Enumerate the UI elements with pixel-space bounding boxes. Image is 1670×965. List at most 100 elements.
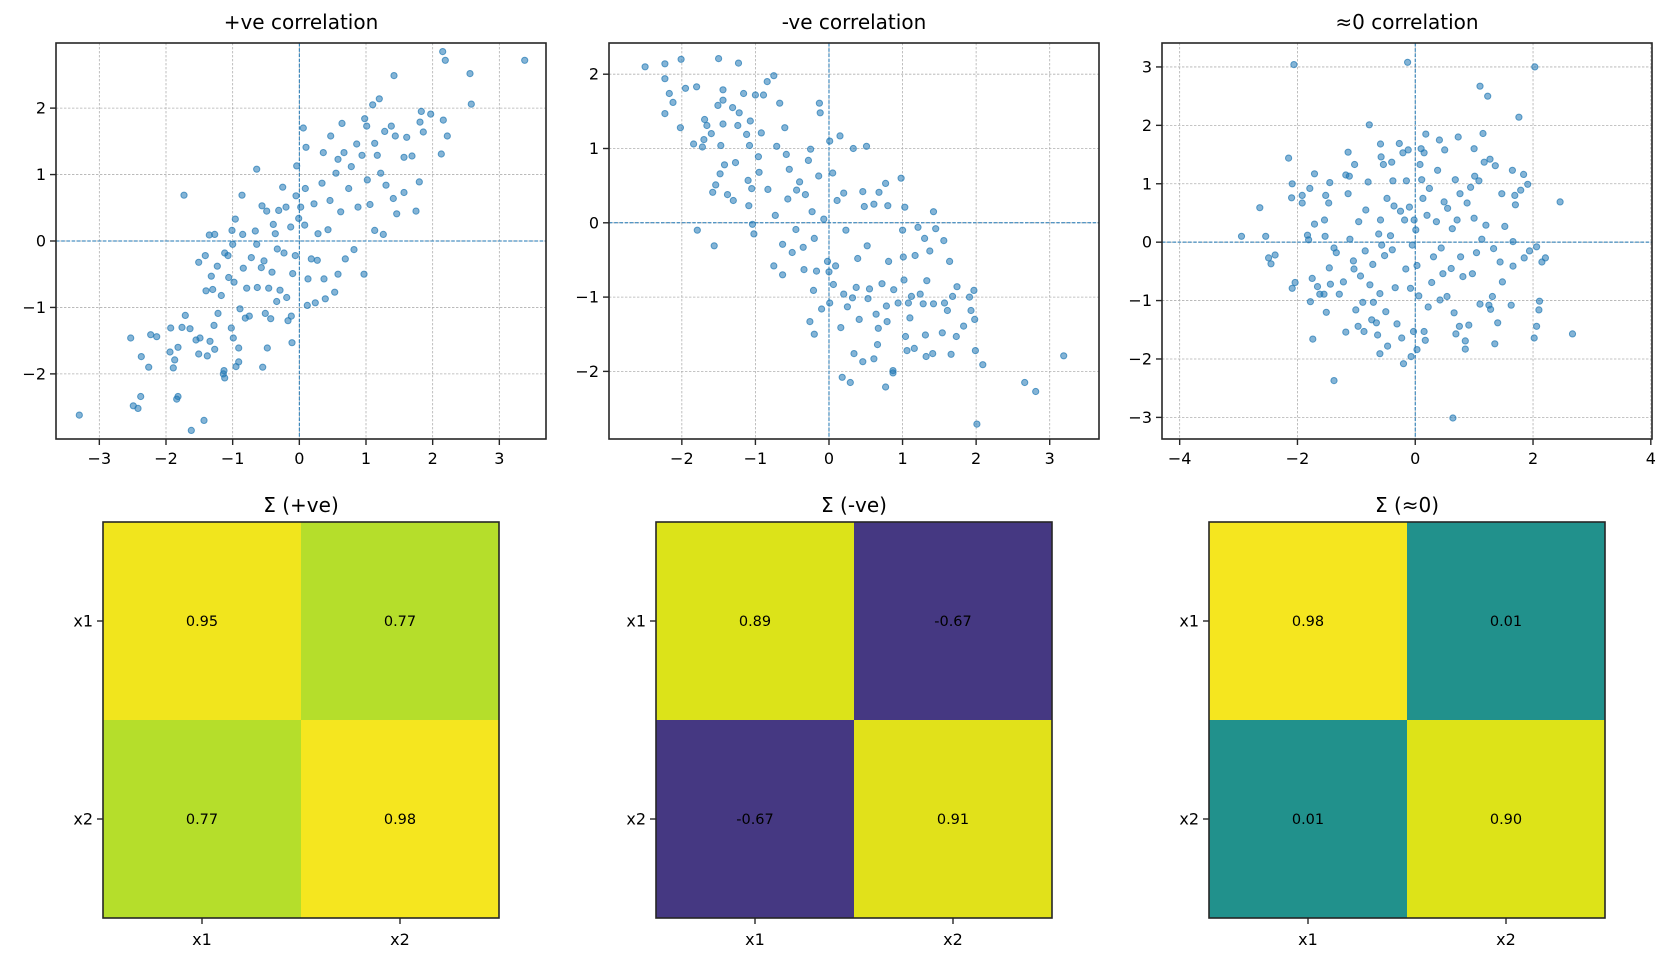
scatter-point bbox=[1476, 300, 1484, 308]
scatter-point bbox=[211, 345, 219, 353]
scatter-point bbox=[1306, 184, 1314, 192]
heatmap-cell bbox=[656, 720, 855, 919]
scatter-point bbox=[1424, 303, 1432, 311]
scatter-point bbox=[743, 130, 751, 138]
scatter-point bbox=[225, 273, 233, 282]
scatter-point bbox=[337, 208, 345, 216]
scatter-point bbox=[784, 195, 792, 203]
scatter-point bbox=[745, 202, 753, 210]
y-tick-label: 1 bbox=[1142, 174, 1152, 193]
scatter-point bbox=[1390, 202, 1398, 210]
scatter-point bbox=[196, 334, 204, 342]
scatter-point bbox=[267, 315, 275, 323]
scatter-point bbox=[393, 210, 401, 218]
heatmap-panel-2: Σ (-ve) 0.89 -0.67 -0.67 0.91 x1 x2 x1 x2 bbox=[626, 493, 1053, 949]
scatter-point bbox=[690, 140, 698, 148]
scatter-point bbox=[1256, 204, 1264, 212]
y-tick-label: −2 bbox=[1128, 349, 1152, 368]
scatter-point bbox=[698, 143, 707, 151]
scatter-point bbox=[1470, 214, 1478, 222]
scatter-point bbox=[1535, 306, 1543, 314]
scatter-point bbox=[1359, 298, 1367, 306]
scatter-point bbox=[745, 141, 754, 150]
x-tick-label: 0 bbox=[294, 449, 304, 468]
scatter-point bbox=[1568, 330, 1577, 338]
scatter-point bbox=[1511, 191, 1519, 199]
heatmap-cell bbox=[301, 522, 500, 721]
scatter-point bbox=[211, 230, 219, 238]
scatter-point bbox=[1525, 247, 1534, 255]
scatter-point bbox=[800, 266, 808, 274]
scatter-point bbox=[282, 203, 290, 211]
scatter-point bbox=[283, 293, 291, 302]
scatter-point bbox=[1376, 290, 1384, 298]
scatter-point bbox=[1391, 284, 1399, 292]
scatter-point bbox=[263, 344, 271, 352]
scatter-point bbox=[1448, 225, 1456, 233]
scatter-point bbox=[1344, 148, 1352, 156]
scatter-point bbox=[1365, 121, 1373, 129]
scatter-point bbox=[870, 355, 878, 363]
scatter-point bbox=[703, 121, 711, 130]
scatter-point bbox=[965, 293, 974, 301]
scatter-point bbox=[1322, 191, 1330, 199]
scatter-point bbox=[314, 230, 322, 238]
scatter-point bbox=[929, 350, 937, 358]
scatter-point bbox=[792, 225, 800, 234]
axes-frame bbox=[55, 42, 547, 440]
scatter-point bbox=[439, 116, 447, 124]
scatter-point bbox=[740, 89, 748, 98]
scatter-point bbox=[903, 347, 911, 355]
scatter-point bbox=[202, 287, 210, 295]
scatter-point bbox=[379, 230, 387, 238]
scatter-point bbox=[1457, 253, 1465, 261]
scatter-point bbox=[1339, 278, 1348, 286]
scatter-point bbox=[911, 251, 919, 260]
scatter-point bbox=[921, 234, 929, 242]
heatmap-cell bbox=[854, 720, 1053, 919]
scatter-point bbox=[210, 321, 218, 329]
scatter-point bbox=[1422, 130, 1430, 138]
scatter-point bbox=[899, 253, 907, 261]
scatter-point bbox=[145, 363, 153, 371]
scatter-point bbox=[1416, 160, 1424, 169]
scatter-point bbox=[1290, 61, 1298, 69]
scatter-point bbox=[855, 315, 863, 323]
scatter-point bbox=[181, 311, 189, 319]
scatter-point bbox=[796, 178, 804, 186]
scatter-point bbox=[245, 312, 253, 320]
scatter-point bbox=[134, 404, 142, 412]
scatter-point bbox=[829, 280, 838, 289]
scatter-point bbox=[207, 272, 215, 280]
scatter-point bbox=[1412, 226, 1420, 234]
scatter-point bbox=[757, 129, 765, 137]
scatter-point bbox=[1533, 243, 1541, 251]
scatter-point bbox=[1285, 154, 1293, 162]
scatter-point bbox=[665, 89, 673, 98]
scatter-point bbox=[1484, 92, 1492, 100]
scatter-point bbox=[1320, 216, 1329, 224]
scatter-point bbox=[1418, 176, 1426, 184]
scatter-point bbox=[366, 200, 374, 209]
scatter-point bbox=[809, 286, 818, 294]
scatter-point bbox=[347, 163, 355, 171]
axes-frame bbox=[1161, 42, 1653, 440]
scatter-point bbox=[843, 303, 852, 311]
scatter-point bbox=[334, 270, 342, 278]
scatter-point bbox=[1335, 290, 1343, 298]
scatter-point bbox=[419, 128, 427, 136]
scatter-point bbox=[1377, 153, 1385, 161]
x-tick-label: −2 bbox=[1286, 449, 1310, 468]
scatter-point bbox=[1439, 270, 1447, 278]
scatter-point bbox=[661, 110, 669, 118]
scatter-point bbox=[952, 332, 960, 341]
scatter-point bbox=[408, 152, 416, 160]
scatter-point bbox=[371, 139, 379, 147]
scatter-point bbox=[174, 343, 182, 351]
scatter-point bbox=[1413, 346, 1421, 354]
scatter-point bbox=[820, 215, 828, 223]
scatter-point bbox=[1262, 232, 1270, 240]
scatter-point bbox=[889, 369, 897, 377]
scatter-point bbox=[1413, 261, 1421, 270]
